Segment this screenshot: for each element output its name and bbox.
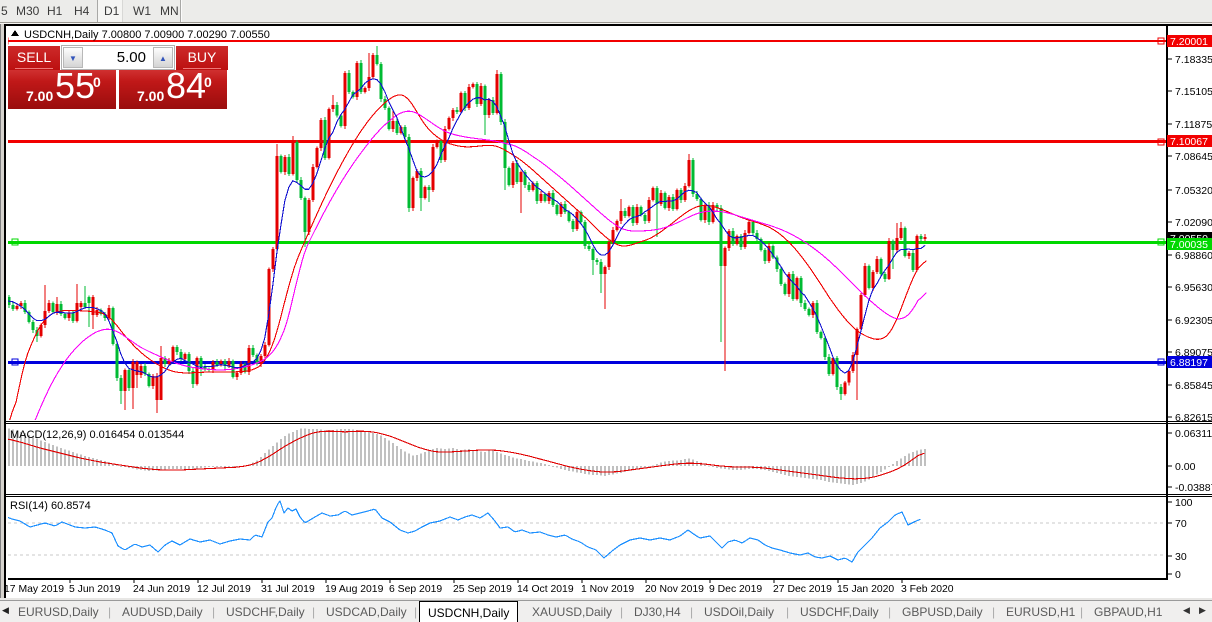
svg-text:-0.038872: -0.038872 [1175, 482, 1212, 494]
svg-text:17 May 2019: 17 May 2019 [4, 584, 64, 595]
svg-text:6.92305: 6.92305 [1175, 315, 1212, 327]
svg-text:1 Nov 2019: 1 Nov 2019 [581, 584, 634, 595]
svg-text:MACD(12,26,9) 0.016454 0.01354: MACD(12,26,9) 0.016454 0.013544 [10, 429, 184, 441]
svg-text:0: 0 [1175, 569, 1181, 581]
svg-text:7.10067: 7.10067 [1170, 136, 1208, 148]
svg-text:7.11875: 7.11875 [1175, 119, 1212, 131]
svg-text:USDCNH,Daily 7.00800 7.00900: USDCNH,Daily 7.00800 7.00900 7.00290 7.0… [24, 29, 270, 41]
svg-text:RSI(14) 60.8574: RSI(14) 60.8574 [10, 500, 91, 512]
svg-text:12 Jul 2019: 12 Jul 2019 [197, 584, 251, 595]
svg-text:6.98860: 6.98860 [1175, 250, 1212, 262]
svg-text:7.00035: 7.00035 [1170, 239, 1208, 251]
svg-text:7.18335: 7.18335 [1175, 54, 1212, 66]
svg-text:6.85845: 6.85845 [1175, 380, 1212, 392]
svg-text:27 Dec 2019: 27 Dec 2019 [773, 584, 832, 595]
svg-text:24 Jun 2019: 24 Jun 2019 [133, 584, 190, 595]
svg-text:20 Nov 2019: 20 Nov 2019 [645, 584, 704, 595]
svg-text:3 Feb 2020: 3 Feb 2020 [901, 584, 954, 595]
svg-text:6.95630: 6.95630 [1175, 282, 1212, 294]
svg-text:70: 70 [1175, 518, 1187, 530]
svg-text:30: 30 [1175, 551, 1187, 563]
svg-text:14 Oct 2019: 14 Oct 2019 [517, 584, 574, 595]
svg-text:100: 100 [1175, 497, 1193, 509]
svg-text:7.08645: 7.08645 [1175, 151, 1212, 163]
svg-text:7.02090: 7.02090 [1175, 217, 1212, 229]
svg-text:0.00: 0.00 [1175, 461, 1196, 473]
svg-text:5 Jun 2019: 5 Jun 2019 [69, 584, 121, 595]
svg-text:7.05320: 7.05320 [1175, 185, 1212, 197]
svg-text:7.20001: 7.20001 [1170, 36, 1208, 48]
svg-text:6.82615: 6.82615 [1175, 412, 1212, 424]
svg-text:7.15105: 7.15105 [1175, 86, 1212, 98]
svg-text:31 Jul 2019: 31 Jul 2019 [261, 584, 315, 595]
svg-text:19 Aug 2019: 19 Aug 2019 [325, 584, 384, 595]
svg-text:15 Jan 2020: 15 Jan 2020 [837, 584, 894, 595]
svg-text:9 Dec 2019: 9 Dec 2019 [709, 584, 762, 595]
svg-text:6.88197: 6.88197 [1170, 357, 1208, 369]
svg-text:0.063113: 0.063113 [1175, 428, 1212, 440]
svg-text:6 Sep 2019: 6 Sep 2019 [389, 584, 442, 595]
svg-text:25 Sep 2019: 25 Sep 2019 [453, 584, 512, 595]
